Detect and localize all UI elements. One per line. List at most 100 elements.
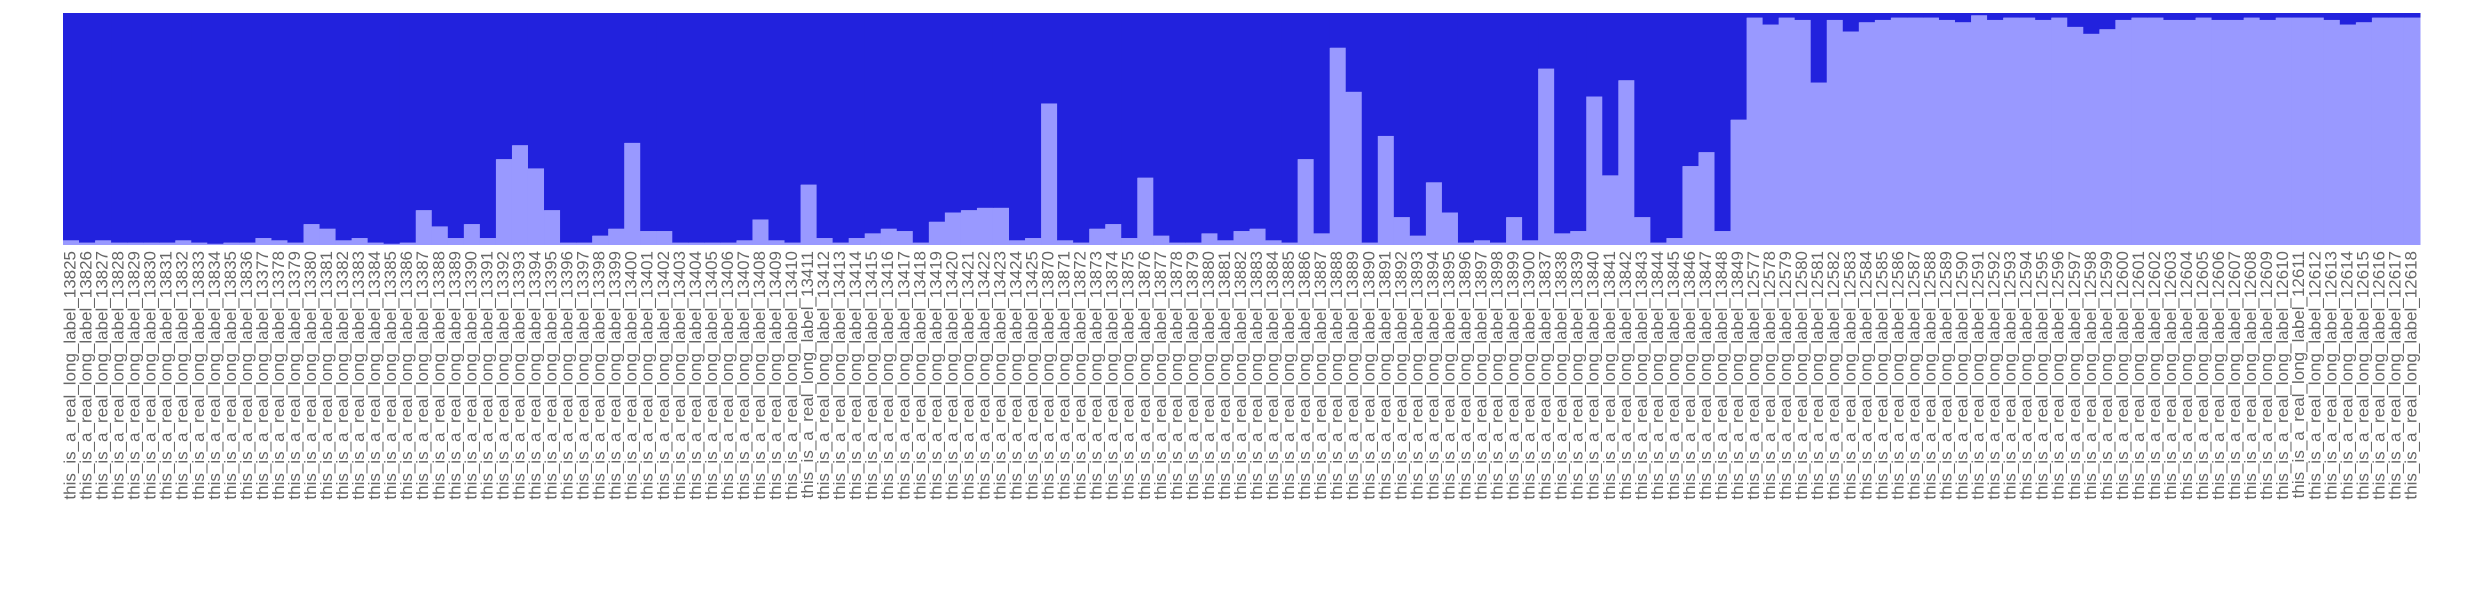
bar-segment xyxy=(1329,47,1347,245)
x-tick-label: this_is_a_real_long_label_13837 xyxy=(1536,251,1555,500)
x-tick-label: this_is_a_real_long_label_13832 xyxy=(173,251,192,500)
x-tick-label: this_is_a_real_long_label_13897 xyxy=(1471,251,1490,500)
x-tick-label: this_is_a_real_long_label_12591 xyxy=(1969,251,1988,500)
bar-segment xyxy=(2355,22,2373,246)
bar-segment xyxy=(143,242,160,245)
bar-segment xyxy=(1057,13,1074,241)
bar-segment xyxy=(1938,13,1956,20)
bar-segment xyxy=(1377,13,1395,136)
x-tick-label: this_is_a_real_long_label_13893 xyxy=(1407,251,1426,500)
x-tick-label: this_is_a_real_long_label_13848 xyxy=(1712,251,1731,500)
bar-segment xyxy=(447,13,465,239)
bar-segment xyxy=(832,242,850,245)
bar-segment xyxy=(271,13,288,241)
x-tick-label: this_is_a_real_long_label_13882 xyxy=(1231,251,1250,500)
bar-segment xyxy=(2355,13,2373,23)
bar-segment xyxy=(784,242,802,245)
bar-segment xyxy=(704,242,721,245)
x-tick-label: this_is_a_real_long_label_13408 xyxy=(750,251,769,500)
x-tick-label: this_is_a_real_long_label_13387 xyxy=(413,251,432,500)
bar-segment xyxy=(1009,13,1026,241)
x-tick-label: this_is_a_real_long_label_13846 xyxy=(1680,251,1699,500)
bar-segment xyxy=(1794,19,1812,246)
x-tick-label: this_is_a_real_long_label_13890 xyxy=(1359,251,1378,500)
bar-segment xyxy=(1441,13,1459,213)
bar-segment xyxy=(1297,159,1315,245)
bar-segment xyxy=(2339,24,2357,245)
x-tick-label: this_is_a_real_long_label_13896 xyxy=(1455,251,1474,500)
bar-segment xyxy=(720,242,737,245)
x-tick-label: this_is_a_real_long_label_13390 xyxy=(461,251,480,500)
bar-segment xyxy=(768,13,786,241)
bar-segment xyxy=(399,242,417,245)
x-tick-label: this_is_a_real_long_label_13411 xyxy=(798,251,817,498)
x-tick-label: this_is_a_real_long_label_12586 xyxy=(1888,251,1907,500)
bar-segment xyxy=(1073,242,1090,245)
bar-segment xyxy=(207,243,224,245)
bar-segment xyxy=(2403,13,2421,18)
x-tick-label: this_is_a_real_long_label_13384 xyxy=(365,251,384,500)
x-tick-label: this_is_a_real_long_label_12589 xyxy=(1936,251,1955,500)
bar-segment xyxy=(1409,235,1427,245)
bar-segment xyxy=(784,13,802,243)
x-tick-label: this_is_a_real_long_label_13825 xyxy=(61,251,80,500)
bar-segment xyxy=(1762,13,1780,25)
x-tick-label: this_is_a_real_long_label_13872 xyxy=(1071,251,1090,500)
bar-segment xyxy=(2307,13,2325,18)
x-tick-label: this_is_a_real_long_label_13847 xyxy=(1696,251,1715,500)
bar-segment xyxy=(656,13,673,232)
x-tick-label: this_is_a_real_long_label_13841 xyxy=(1600,251,1619,500)
x-tick-label: this_is_a_real_long_label_13894 xyxy=(1423,251,1442,500)
x-tick-label: this_is_a_real_long_label_12601 xyxy=(2129,251,2148,500)
bar-segment xyxy=(2371,13,2389,18)
bar-segment xyxy=(303,224,321,245)
bar-segment xyxy=(1650,242,1667,245)
bar-segment xyxy=(319,228,337,245)
x-tick-label: this_is_a_real_long_label_13900 xyxy=(1520,251,1539,500)
x-tick-label: this_is_a_real_long_label_12579 xyxy=(1776,251,1795,500)
x-tick-label: this_is_a_real_long_label_13831 xyxy=(157,251,176,500)
bar-segment xyxy=(1025,13,1042,239)
x-tick-label: this_is_a_real_long_label_13393 xyxy=(509,251,528,500)
x-tick-label: this_is_a_real_long_label_13400 xyxy=(622,251,641,500)
bar-segment xyxy=(2403,17,2421,245)
bar-segment xyxy=(752,13,769,220)
bar-segment xyxy=(223,13,240,243)
bar-segment xyxy=(1922,17,1940,245)
bar-segment xyxy=(928,13,946,222)
bar-segment xyxy=(127,242,144,245)
bar-segment xyxy=(1826,19,1844,246)
x-tick-label: this_is_a_real_long_label_12610 xyxy=(2273,251,2292,500)
bar-segment xyxy=(1473,240,1491,245)
bar-segment xyxy=(255,13,272,239)
bar-segment xyxy=(1490,13,1507,243)
bar-segment xyxy=(1393,217,1411,245)
x-tick-label: this_is_a_real_long_label_12611 xyxy=(2289,251,2308,498)
bar-segment xyxy=(1666,13,1683,239)
bar-segment xyxy=(1201,233,1218,245)
bar-segment xyxy=(1666,238,1683,245)
bar-segment xyxy=(415,210,433,245)
x-tick-label: this_is_a_real_long_label_13834 xyxy=(205,251,224,500)
x-tick-label: this_is_a_real_long_label_13410 xyxy=(782,251,801,500)
bar-segment xyxy=(2083,33,2100,245)
bar-segment xyxy=(1249,228,1267,245)
bar-segment xyxy=(2291,13,2309,18)
bar-segment xyxy=(2259,13,2277,20)
bar-segment xyxy=(383,13,401,244)
x-tick-label: this_is_a_real_long_label_13385 xyxy=(381,251,400,500)
bar-segment xyxy=(752,219,769,245)
bar-segment xyxy=(2339,13,2357,25)
x-tick-label: this_is_a_real_long_label_12606 xyxy=(2209,251,2228,500)
bar-segment xyxy=(928,221,946,245)
bar-segment xyxy=(608,13,625,229)
bar-segment xyxy=(2195,17,2213,245)
bar-segment xyxy=(2323,13,2341,20)
bar-segment xyxy=(1554,13,1571,234)
x-tick-label: this_is_a_real_long_label_13403 xyxy=(670,251,689,500)
bar-segment xyxy=(1185,242,1202,245)
bar-segment xyxy=(672,13,689,243)
bar-segment xyxy=(896,13,914,232)
bar-segment xyxy=(111,242,128,245)
x-tick-label: this_is_a_real_long_label_13412 xyxy=(814,251,833,500)
